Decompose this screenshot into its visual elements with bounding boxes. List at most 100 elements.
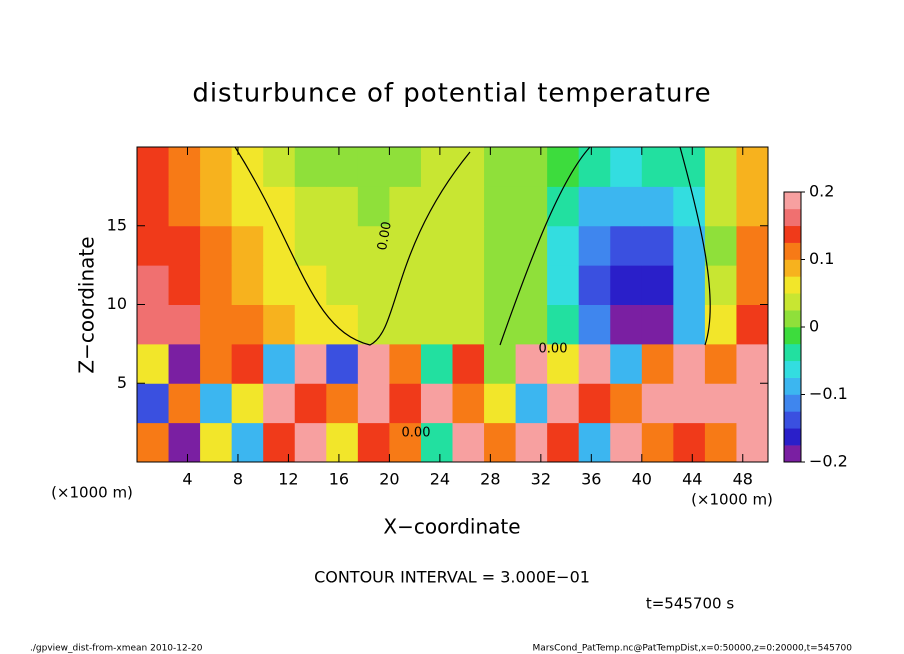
colorbar-swatch (784, 327, 801, 345)
heat-cell (420, 383, 453, 424)
heat-cell (673, 265, 706, 305)
heat-cell (547, 225, 580, 266)
heat-cell (357, 422, 390, 463)
heat-cell (137, 383, 170, 424)
heat-cell (137, 265, 170, 305)
heat-cell (389, 265, 422, 305)
heat-cell (484, 422, 517, 463)
footer-left: ./gpview_dist-from-xmean 2010-12-20 (30, 644, 203, 654)
heat-cell (610, 422, 643, 463)
contour-line (234, 146, 711, 346)
heat-cell (200, 147, 233, 187)
heat-cell (515, 343, 548, 384)
heat-cell (515, 265, 548, 305)
heat-cell (294, 304, 327, 345)
contour-label: 0.00 (539, 342, 568, 357)
heat-cell (641, 383, 674, 424)
heat-cell (547, 343, 580, 384)
heat-cell (452, 343, 485, 384)
x-tick-label: 48 (733, 470, 753, 489)
heat-cell (641, 147, 674, 187)
heat-cell (484, 265, 517, 305)
colorbar-swatch (784, 343, 801, 362)
heat-cell (294, 383, 327, 424)
heat-cell (200, 265, 233, 305)
heat-cell (263, 147, 296, 187)
y-tick-label: 10 (107, 294, 127, 313)
heat-cell (547, 147, 580, 187)
heat-cell (231, 422, 264, 463)
heat-cell (641, 186, 674, 227)
heat-cell (578, 225, 611, 266)
heat-cell (137, 225, 170, 266)
heat-cell (736, 225, 769, 266)
colorbar-swatch (784, 428, 801, 446)
heat-cell (263, 422, 296, 463)
heat-cell (200, 343, 233, 384)
heat-cell (263, 304, 296, 345)
heat-cell (736, 147, 769, 187)
heat-cell (389, 225, 422, 266)
heat-cell (200, 186, 233, 227)
contour-interval: CONTOUR INTERVAL = 3.000E−01 (314, 568, 590, 587)
heat-cell (704, 225, 737, 266)
heat-cell (200, 383, 233, 424)
colorbar-tick-label: −0.1 (809, 384, 848, 403)
heat-cell (294, 422, 327, 463)
heat-cell (578, 147, 611, 187)
heat-cell (420, 343, 453, 384)
colorbar-tick-label: 0 (809, 317, 819, 336)
heat-cell (326, 422, 359, 463)
heat-cell (484, 343, 517, 384)
heat-cell (357, 186, 390, 227)
heat-cell (326, 147, 359, 187)
heat-cell (294, 147, 327, 187)
time-label: t=545700 s (646, 595, 734, 613)
heat-cell (326, 225, 359, 266)
heat-cell (389, 304, 422, 345)
heat-cell (673, 422, 706, 463)
colorbar-swatch (784, 377, 801, 395)
colorbar-tick-label: −0.2 (809, 452, 848, 471)
heat-cell (484, 383, 517, 424)
heat-cell (231, 265, 264, 305)
heat-cell (200, 225, 233, 266)
y-tick-label: 15 (107, 215, 127, 234)
heat-cell (357, 147, 390, 187)
heat-cell (704, 343, 737, 384)
heat-cell (641, 225, 674, 266)
x-tick-label: 36 (581, 470, 601, 489)
heat-cell (389, 422, 422, 463)
heat-cell (547, 186, 580, 227)
heat-cell (263, 343, 296, 384)
heat-cell (515, 304, 548, 345)
heat-cell (484, 186, 517, 227)
heat-cell (641, 422, 674, 463)
heat-cell (452, 186, 485, 227)
y-axis-label: Z−coordinate (75, 236, 99, 373)
heat-cell (736, 304, 769, 345)
heat-cell (263, 265, 296, 305)
heat-cell (168, 147, 201, 187)
heat-cell (389, 147, 422, 187)
heat-cell (231, 383, 264, 424)
heat-cell (263, 383, 296, 424)
x-tick-label: 16 (329, 470, 349, 489)
heat-cell (578, 265, 611, 305)
colorbar-swatch (784, 242, 801, 260)
heat-cell (357, 383, 390, 424)
heat-cell (357, 304, 390, 345)
heat-cell (673, 304, 706, 345)
x-tick-label: 8 (233, 470, 243, 489)
heat-cell (168, 304, 201, 345)
colorbar-swatch (784, 192, 801, 210)
heat-cell (673, 225, 706, 266)
heat-cell (200, 422, 233, 463)
heat-cell (326, 383, 359, 424)
heat-cell (484, 225, 517, 266)
heat-cell (673, 186, 706, 227)
colorbar-swatch (784, 293, 801, 311)
heat-cell (200, 304, 233, 345)
heat-cell (515, 383, 548, 424)
